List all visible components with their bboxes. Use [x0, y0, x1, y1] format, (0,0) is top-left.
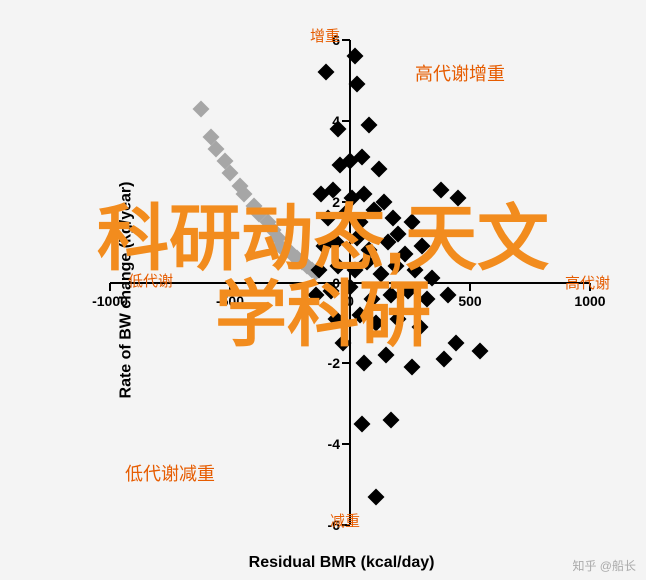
data-point	[368, 488, 385, 505]
scatter-chart: -1000-50005001000-6-4-20246 Rate of BW c…	[0, 0, 646, 580]
y-tick-label: -4	[320, 436, 340, 452]
annotation: 低代谢减重	[125, 460, 215, 486]
annotation: 高代谢增重	[415, 60, 505, 86]
x-tick-label: 1000	[574, 293, 605, 309]
data-point	[356, 355, 373, 372]
overlay-line1: 科研动态,天文	[97, 203, 549, 279]
data-point	[433, 181, 450, 198]
data-point	[193, 100, 210, 117]
data-point	[370, 161, 387, 178]
data-point	[354, 415, 371, 432]
annotation: 高代谢	[565, 272, 610, 293]
y-tick	[342, 120, 350, 122]
y-tick	[342, 39, 350, 41]
y-tick	[342, 362, 350, 364]
annotation: 增重	[310, 25, 340, 46]
data-point	[382, 411, 399, 428]
y-tick	[342, 443, 350, 445]
data-point	[361, 116, 378, 133]
data-point	[404, 359, 421, 376]
y-tick-label: -2	[320, 355, 340, 371]
watermark: 知乎 @船长	[572, 557, 636, 574]
annotation: 低代谢	[128, 270, 173, 291]
data-point	[318, 64, 335, 81]
annotation: 减重	[330, 510, 360, 531]
data-point	[349, 76, 366, 93]
x-axis-label: Residual BMR (kcal/day)	[249, 554, 435, 572]
